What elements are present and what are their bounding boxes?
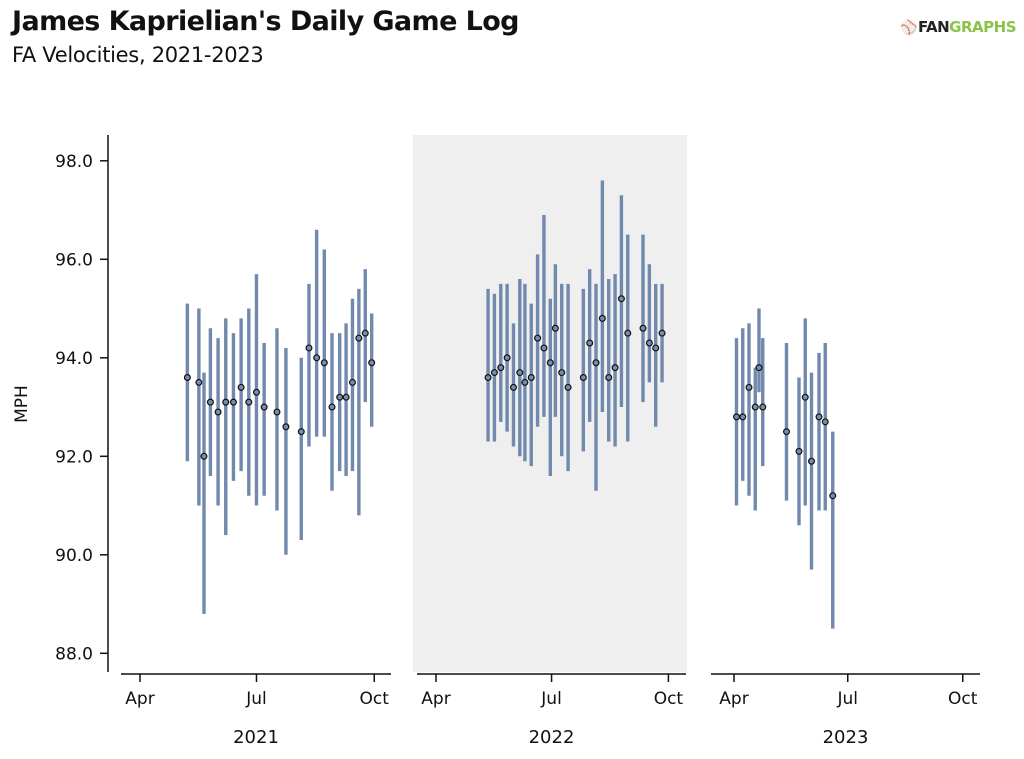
x-tick-label: Oct bbox=[948, 689, 978, 709]
velocity-mean-point bbox=[313, 354, 321, 362]
x-tick-label: Jul bbox=[540, 689, 562, 709]
x-tick-label: Oct bbox=[654, 689, 684, 709]
velocity-mean-point bbox=[624, 329, 632, 337]
x-tick-label: Jul bbox=[245, 689, 267, 709]
velocity-mean-point bbox=[527, 374, 535, 382]
velocity-mean-point bbox=[342, 393, 350, 401]
velocity-mean-point bbox=[490, 369, 498, 377]
velocity-mean-point bbox=[658, 329, 666, 337]
velocity-mean-point bbox=[745, 383, 753, 391]
velocity-mean-point bbox=[214, 408, 222, 416]
velocity-mean-point bbox=[516, 369, 524, 377]
velocity-mean-point bbox=[282, 423, 290, 431]
panel-year-label: 2022 bbox=[529, 727, 575, 748]
fangraphs-logo: ⚾FANGRAPHS bbox=[900, 18, 1016, 36]
velocity-mean-point bbox=[497, 364, 505, 372]
velocity-mean-point bbox=[361, 329, 369, 337]
x-tick-label: Apr bbox=[719, 689, 748, 709]
velocity-mean-point bbox=[551, 324, 559, 332]
panel-year-label: 2021 bbox=[233, 727, 279, 748]
velocity-mean-point bbox=[586, 339, 594, 347]
velocity-mean-point bbox=[782, 428, 790, 436]
velocity-mean-point bbox=[320, 359, 328, 367]
velocity-mean-point bbox=[755, 364, 763, 372]
x-tick-label: Apr bbox=[421, 689, 450, 709]
velocity-mean-point bbox=[558, 369, 566, 377]
y-tick-label: 90.0 bbox=[55, 546, 93, 566]
chart-subtitle: FA Velocities, 2021-2023 bbox=[12, 43, 264, 67]
velocity-mean-point bbox=[336, 393, 344, 401]
velocity-mean-point bbox=[598, 314, 606, 322]
velocity-mean-point bbox=[368, 359, 376, 367]
velocity-mean-point bbox=[807, 457, 815, 465]
velocity-mean-point bbox=[252, 388, 260, 396]
y-tick-label: 88.0 bbox=[55, 644, 93, 664]
y-tick-label: 92.0 bbox=[55, 447, 93, 467]
velocity-mean-point bbox=[206, 398, 214, 406]
velocity-mean-point bbox=[795, 447, 803, 455]
velocity-mean-point bbox=[245, 398, 253, 406]
y-tick-label: 96.0 bbox=[55, 250, 93, 270]
velocity-mean-point bbox=[229, 398, 237, 406]
velocity-mean-point bbox=[260, 403, 268, 411]
velocity-mean-point bbox=[732, 413, 740, 421]
velocity-mean-point bbox=[305, 344, 313, 352]
velocity-mean-point bbox=[222, 398, 230, 406]
velocity-mean-point bbox=[521, 378, 529, 386]
velocity-mean-point bbox=[592, 359, 600, 367]
velocity-mean-point bbox=[829, 492, 837, 500]
velocity-mean-point bbox=[503, 354, 511, 362]
y-tick-label: 94.0 bbox=[55, 349, 93, 369]
velocity-mean-point bbox=[546, 359, 554, 367]
velocity-mean-point bbox=[605, 374, 613, 382]
velocity-mean-point bbox=[484, 374, 492, 382]
x-tick-label: Jul bbox=[836, 689, 858, 709]
velocity-mean-point bbox=[328, 403, 336, 411]
x-tick-label: Apr bbox=[125, 689, 154, 709]
velocity-mean-point bbox=[821, 418, 829, 426]
logo-fan: FAN bbox=[917, 18, 950, 36]
panel-year-label: 2023 bbox=[823, 727, 869, 748]
velocity-mean-point bbox=[739, 413, 747, 421]
velocity-mean-point bbox=[759, 403, 767, 411]
velocity-mean-point bbox=[801, 393, 809, 401]
velocity-mean-point bbox=[540, 344, 548, 352]
velocity-mean-point bbox=[751, 403, 759, 411]
velocity-mean-point bbox=[611, 364, 619, 372]
velocity-mean-point bbox=[348, 378, 356, 386]
velocity-mean-point bbox=[639, 324, 647, 332]
velocity-mean-point bbox=[652, 344, 660, 352]
velocity-mean-point bbox=[509, 383, 517, 391]
x-tick-label: Oct bbox=[360, 689, 390, 709]
velocity-mean-point bbox=[564, 383, 572, 391]
velocity-mean-point bbox=[355, 334, 363, 342]
velocity-mean-point bbox=[815, 413, 823, 421]
y-tick-label: 98.0 bbox=[55, 152, 93, 172]
velocity-mean-point bbox=[579, 374, 587, 382]
velocity-mean-point bbox=[237, 383, 245, 391]
logo-graphs: GRAPHS bbox=[949, 18, 1016, 36]
velocity-mean-point bbox=[645, 339, 653, 347]
velocity-mean-point bbox=[195, 378, 203, 386]
velocity-mean-point bbox=[183, 374, 191, 382]
chart-title: James Kaprielian's Daily Game Log bbox=[12, 6, 519, 37]
velocity-mean-point bbox=[617, 295, 625, 303]
y-axis-label: MPH bbox=[12, 385, 32, 423]
velocity-mean-point bbox=[273, 408, 281, 416]
velocity-mean-point bbox=[297, 428, 305, 436]
batter-icon: ⚾ bbox=[900, 20, 917, 36]
velocity-mean-point bbox=[534, 334, 542, 342]
velocity-mean-point bbox=[200, 452, 208, 460]
